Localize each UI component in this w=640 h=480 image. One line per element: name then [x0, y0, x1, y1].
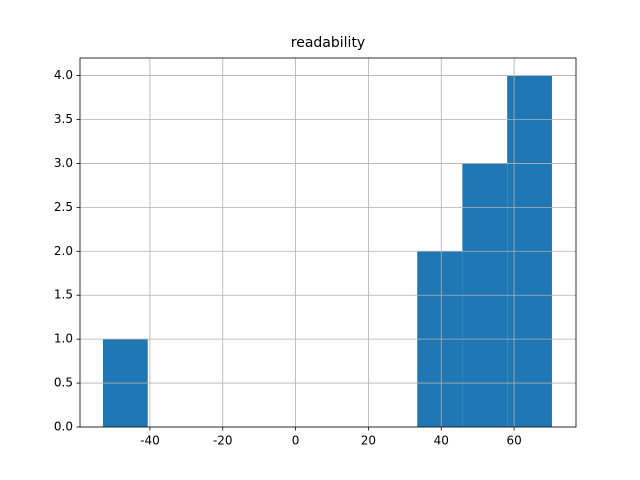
- y-tick-label: 0.0: [54, 420, 73, 434]
- x-tick-label: 60: [506, 434, 521, 448]
- y-tick-label: 2.5: [54, 200, 73, 214]
- y-tick-label: 3.5: [54, 112, 73, 126]
- x-tick-label: 0: [292, 434, 300, 448]
- x-tick-label: 20: [361, 434, 376, 448]
- y-tick-label: 2.0: [54, 244, 73, 258]
- y-tick-label: 4.0: [54, 68, 73, 82]
- y-tick-label: 3.0: [54, 156, 73, 170]
- y-tick-label: 1.5: [54, 288, 73, 302]
- x-tick-label: 40: [434, 434, 449, 448]
- x-tick-label: -20: [213, 434, 233, 448]
- y-tick-label: 0.5: [54, 376, 73, 390]
- chart-title: readability: [291, 35, 365, 51]
- x-tick-label: -40: [140, 434, 160, 448]
- plot-frame: [79, 57, 577, 428]
- y-tick-label: 1.0: [54, 332, 73, 346]
